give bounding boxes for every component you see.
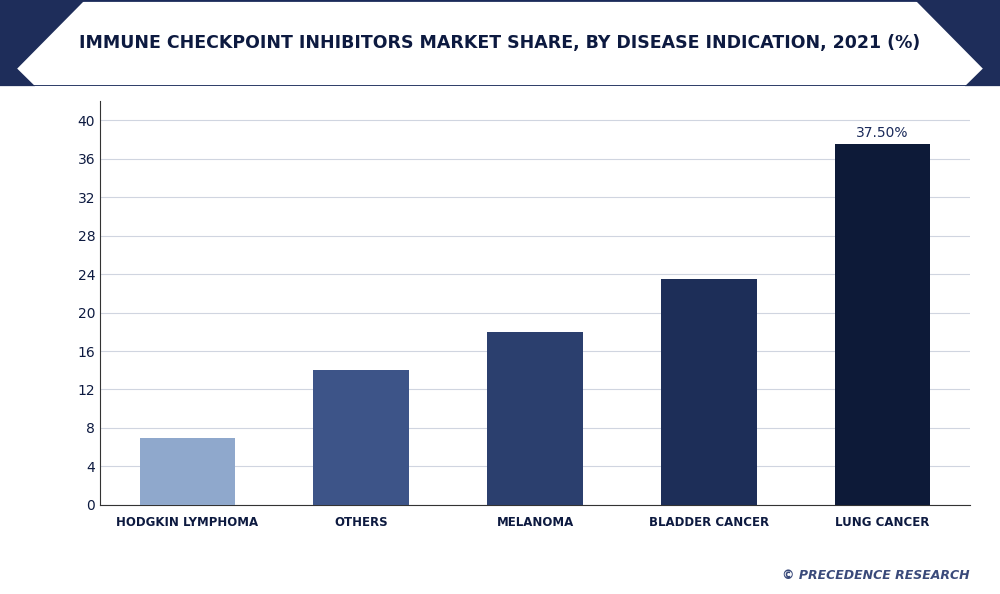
Polygon shape — [0, 52, 35, 86]
Text: © PRECEDENCE RESEARCH: © PRECEDENCE RESEARCH — [782, 569, 970, 582]
Bar — [313, 370, 409, 505]
Bar — [140, 438, 235, 505]
Bar — [835, 144, 930, 505]
Text: IMMUNE CHECKPOINT INHIBITORS MARKET SHARE, BY DISEASE INDICATION, 2021 (%): IMMUNE CHECKPOINT INHIBITORS MARKET SHAR… — [79, 34, 921, 52]
Polygon shape — [0, 0, 85, 86]
Polygon shape — [915, 0, 1000, 86]
Polygon shape — [965, 52, 1000, 86]
Bar — [661, 279, 757, 505]
Text: 37.50%: 37.50% — [856, 127, 909, 140]
Bar — [487, 332, 583, 505]
